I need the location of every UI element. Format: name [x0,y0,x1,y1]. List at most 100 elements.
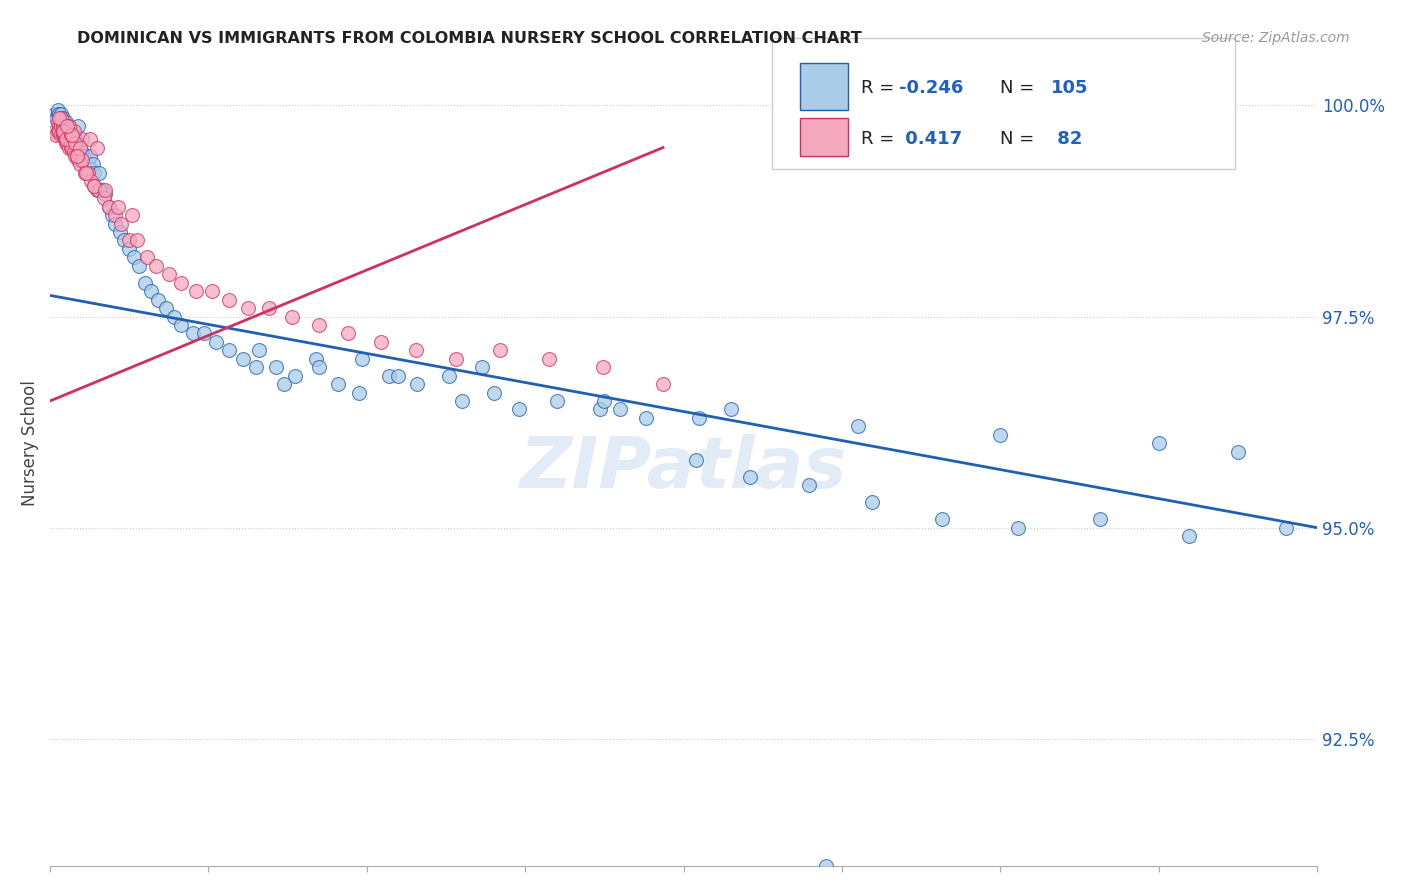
Point [218,293,240,307]
Point [193,326,215,341]
Point [56,132,79,146]
Point [281,310,304,324]
Point [56,120,79,134]
Point [990,427,1012,442]
Text: N =: N = [1001,130,1040,148]
Point [308,318,330,332]
Point [66,149,89,163]
Point [846,419,869,434]
Point [94,183,117,197]
Point [437,368,460,383]
Point [685,453,707,467]
Point [257,301,280,315]
Point [55,120,77,134]
Point [232,351,254,366]
Point [62,128,84,142]
Point [59,123,82,137]
Point [91,183,114,197]
Point [336,326,359,341]
Point [135,251,157,265]
Point [83,166,105,180]
Point [65,140,87,154]
Point [634,410,657,425]
Point [48,111,70,125]
Point [52,123,75,137]
Point [75,153,97,168]
Point [52,120,75,134]
Point [53,128,76,142]
Point [49,111,72,125]
Point [108,225,131,239]
Point [69,149,91,163]
Point [69,140,91,154]
Point [69,157,91,171]
Point [75,166,97,180]
Point [56,123,79,137]
Point [55,115,77,129]
Point [60,140,83,154]
Point [652,377,675,392]
Point [53,128,76,142]
Point [546,394,568,409]
Point [60,132,83,146]
Point [77,157,100,171]
Point [155,301,177,315]
Point [49,107,72,121]
Point [1227,444,1250,458]
Point [53,123,76,137]
Point [86,140,108,154]
Point [58,132,80,146]
Text: 82: 82 [1052,130,1083,148]
Point [80,174,103,188]
Point [44,107,66,121]
Point [157,267,180,281]
FancyBboxPatch shape [800,63,848,110]
Point [65,132,87,146]
Point [49,128,72,142]
Point [347,385,370,400]
Point [77,166,100,180]
Point [328,377,350,392]
Point [59,136,82,151]
Point [59,128,82,142]
Point [405,343,427,358]
Point [46,103,69,117]
Point [273,377,295,392]
Point [66,140,89,154]
Point [387,368,409,383]
Point [688,410,710,425]
Point [65,149,87,163]
Point [48,107,70,121]
Point [67,145,90,159]
Point [73,166,96,180]
Point [87,183,110,197]
Point [284,368,307,383]
Point [121,208,143,222]
Point [58,128,80,142]
Point [73,153,96,168]
Point [592,360,614,375]
Point [537,351,560,366]
Point [49,111,72,125]
Point [1090,512,1112,526]
Point [720,402,742,417]
Point [58,140,80,154]
Point [508,402,530,417]
Point [72,149,94,163]
Point [471,360,494,375]
Point [146,293,169,307]
Point [170,276,193,290]
Point [66,149,89,163]
Point [55,132,77,146]
Point [1147,436,1170,450]
Point [55,123,77,137]
Point [86,183,108,197]
Point [55,132,77,146]
Point [45,111,67,125]
Point [134,276,156,290]
Point [52,120,75,134]
Point [110,217,132,231]
Point [236,301,259,315]
Point [112,234,135,248]
Point [82,157,104,171]
